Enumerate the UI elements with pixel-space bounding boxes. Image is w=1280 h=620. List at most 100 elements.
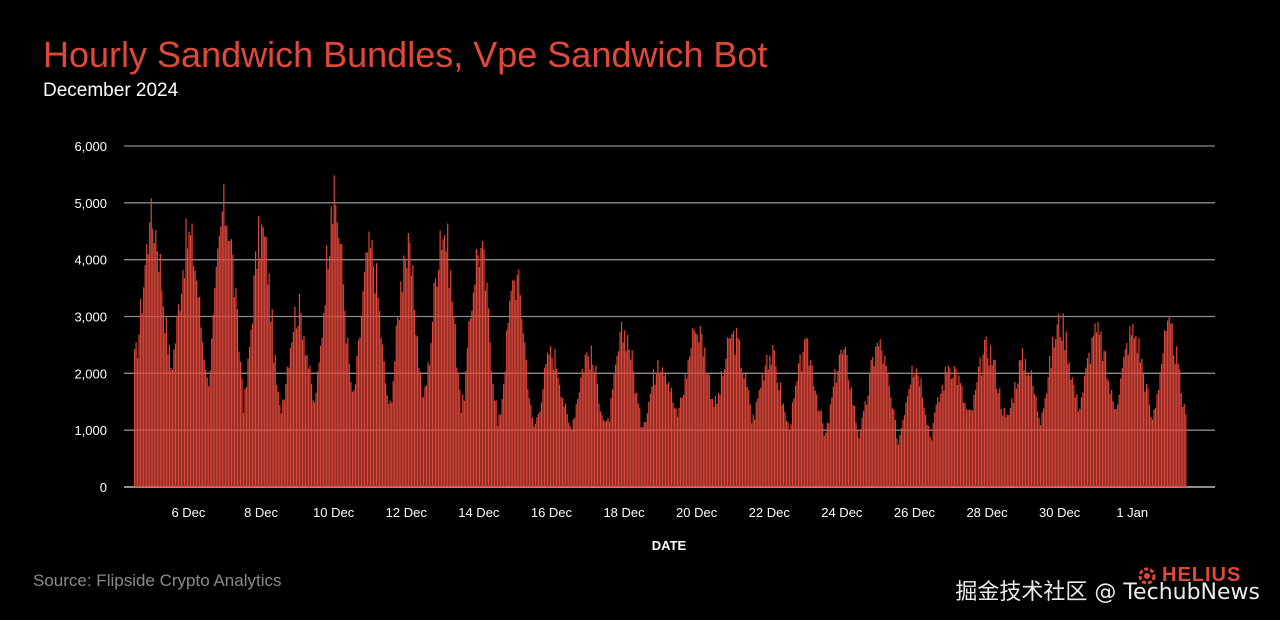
bar bbox=[767, 369, 769, 487]
bar bbox=[704, 347, 706, 487]
bar bbox=[1092, 335, 1095, 487]
bar bbox=[1141, 358, 1143, 487]
bar bbox=[484, 290, 487, 487]
bar bbox=[604, 421, 606, 487]
bar bbox=[436, 286, 438, 487]
bar bbox=[607, 418, 609, 487]
x-tick-label: 24 Dec bbox=[821, 505, 863, 520]
bar bbox=[212, 314, 214, 487]
bar bbox=[208, 386, 210, 487]
bar bbox=[996, 388, 998, 487]
bar bbox=[459, 389, 461, 487]
bar bbox=[891, 408, 893, 487]
bar bbox=[338, 237, 340, 487]
bar bbox=[1120, 378, 1122, 487]
bar bbox=[826, 422, 828, 487]
bar bbox=[174, 343, 177, 487]
bar bbox=[515, 299, 517, 487]
bar bbox=[565, 403, 567, 487]
bar bbox=[345, 343, 347, 487]
bar bbox=[366, 252, 369, 487]
bar bbox=[422, 397, 425, 487]
bar bbox=[619, 331, 621, 487]
bar bbox=[823, 435, 825, 487]
bar bbox=[1105, 351, 1107, 487]
bar bbox=[549, 346, 552, 487]
bar bbox=[516, 274, 518, 487]
bar bbox=[581, 368, 583, 487]
bar bbox=[1135, 335, 1137, 487]
bar bbox=[837, 370, 839, 487]
bar bbox=[518, 269, 520, 487]
bar bbox=[562, 398, 564, 487]
bar bbox=[760, 387, 762, 487]
bar bbox=[630, 359, 632, 487]
bar bbox=[655, 372, 657, 487]
bar bbox=[819, 411, 821, 487]
bar bbox=[264, 236, 266, 487]
bar bbox=[1005, 416, 1007, 487]
bar bbox=[909, 384, 912, 487]
bar bbox=[850, 387, 853, 487]
bar bbox=[1111, 389, 1113, 487]
bar bbox=[568, 422, 570, 487]
bar bbox=[465, 370, 467, 487]
bar bbox=[1148, 404, 1151, 487]
bar bbox=[365, 252, 367, 487]
bar bbox=[226, 225, 228, 487]
bar bbox=[731, 334, 733, 487]
bar bbox=[522, 333, 524, 487]
bar bbox=[929, 436, 931, 487]
bar bbox=[283, 399, 285, 487]
bar bbox=[1182, 406, 1184, 487]
bar bbox=[457, 373, 459, 487]
bar bbox=[545, 363, 547, 487]
bar bbox=[772, 345, 774, 487]
bar bbox=[487, 308, 490, 487]
bar bbox=[506, 330, 508, 487]
bar bbox=[1118, 394, 1120, 487]
bar bbox=[1103, 350, 1105, 487]
bar bbox=[914, 373, 916, 487]
bar bbox=[407, 233, 409, 487]
x-tick-label: 12 Dec bbox=[386, 505, 428, 520]
bar bbox=[885, 365, 887, 487]
bar bbox=[1029, 375, 1031, 487]
bar bbox=[215, 266, 217, 487]
bar bbox=[796, 381, 798, 487]
bar bbox=[229, 240, 231, 487]
bar bbox=[867, 395, 869, 487]
bar bbox=[598, 403, 600, 487]
bar bbox=[1133, 338, 1135, 487]
bar bbox=[763, 380, 765, 487]
bar bbox=[956, 384, 958, 487]
bar bbox=[306, 355, 308, 487]
bar bbox=[876, 342, 878, 487]
bar bbox=[788, 430, 791, 487]
bar bbox=[734, 354, 736, 487]
bar bbox=[1032, 385, 1034, 487]
x-tick-label: 10 Dec bbox=[313, 505, 355, 520]
bar bbox=[1026, 375, 1028, 487]
bar bbox=[698, 342, 700, 487]
bar bbox=[510, 290, 512, 487]
bar bbox=[274, 354, 276, 487]
bar bbox=[395, 325, 397, 487]
bar bbox=[761, 373, 763, 487]
bar bbox=[779, 382, 782, 487]
bar bbox=[979, 357, 981, 487]
bar bbox=[475, 249, 477, 487]
x-tick-label: 20 Dec bbox=[676, 505, 718, 520]
bar bbox=[575, 404, 577, 487]
bar bbox=[1164, 330, 1166, 487]
bar bbox=[814, 390, 816, 487]
bar bbox=[708, 374, 710, 487]
bar bbox=[952, 378, 954, 487]
bar bbox=[206, 377, 208, 487]
bar bbox=[156, 251, 158, 487]
bar bbox=[974, 389, 977, 487]
bar bbox=[899, 434, 901, 487]
bar bbox=[177, 304, 180, 487]
bar bbox=[729, 338, 732, 487]
bar bbox=[987, 358, 989, 487]
